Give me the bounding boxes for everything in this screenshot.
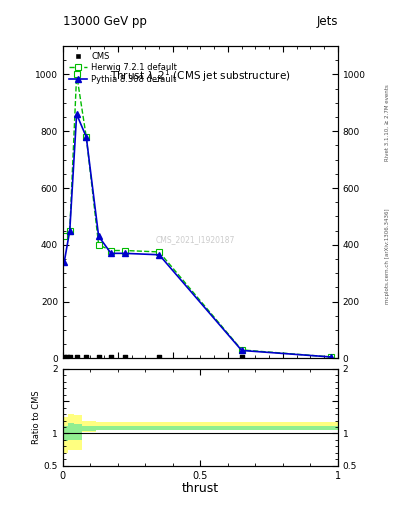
Point [108, 353, 114, 361]
Point [95, 353, 102, 361]
Text: CMS_2021_I1920187: CMS_2021_I1920187 [155, 235, 235, 244]
Point [64, 353, 70, 361]
Point [239, 353, 245, 361]
Text: Rivet 3.1.10, ≥ 2.7M events: Rivet 3.1.10, ≥ 2.7M events [385, 84, 390, 161]
Point [61, 353, 68, 361]
Text: 13000 GeV pp: 13000 GeV pp [63, 15, 147, 28]
Point [67, 353, 73, 361]
Text: Thrust $\lambda\_2^1$ (CMS jet substructure): Thrust $\lambda\_2^1$ (CMS jet substruct… [110, 68, 291, 84]
Y-axis label: Ratio to CMS: Ratio to CMS [32, 391, 41, 444]
Point [156, 353, 162, 361]
Text: mcplots.cern.ch [arXiv:1306.3436]: mcplots.cern.ch [arXiv:1306.3436] [385, 208, 390, 304]
Point [83, 353, 90, 361]
X-axis label: thrust: thrust [182, 482, 219, 495]
Point [122, 353, 128, 361]
Point [73, 353, 80, 361]
Text: Jets: Jets [316, 15, 338, 28]
Legend: CMS, Herwig 7.2.1 default, Pythia 8.308 default: CMS, Herwig 7.2.1 default, Pythia 8.308 … [67, 50, 179, 86]
